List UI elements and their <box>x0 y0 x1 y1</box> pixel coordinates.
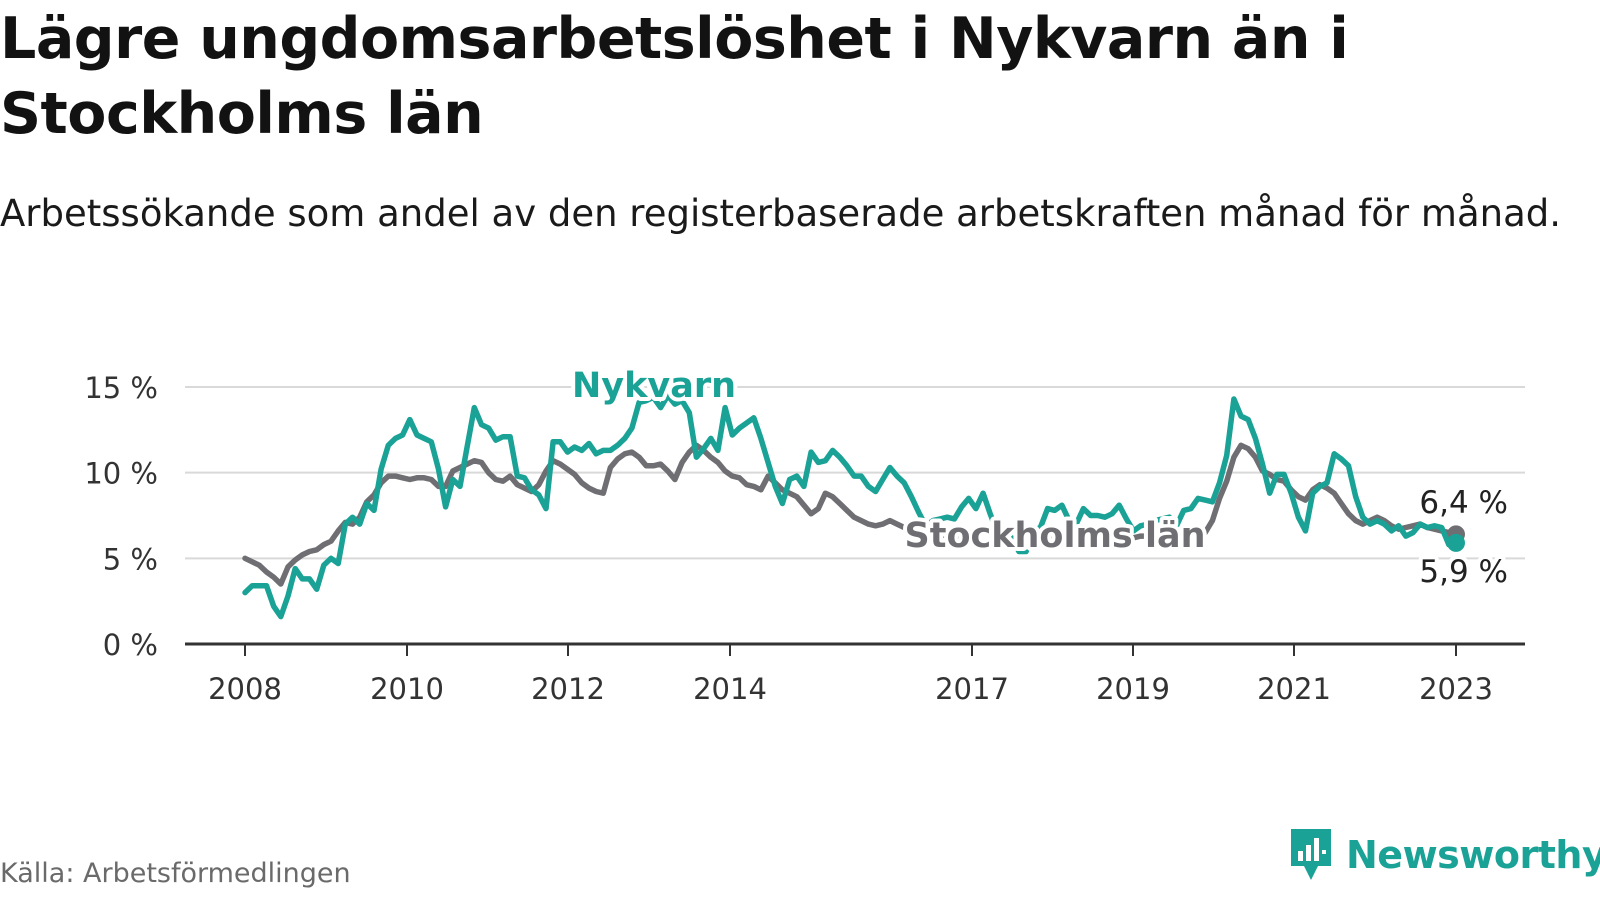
svg-text:5,9 %: 5,9 % <box>1419 554 1508 590</box>
y-axis-ticks: 0 % 5 % 10 % 15 % <box>84 371 158 662</box>
svg-text:Nykvarn: Nykvarn <box>572 366 736 406</box>
x-tick-label: 2010 <box>370 672 444 706</box>
svg-text:6,4 %: 6,4 % <box>1419 485 1508 521</box>
line-chart: 0 %5 %10 %15 % 2008 2010 2012 2014 2017 2019 2… <box>84 362 1525 706</box>
y-tick-label: 0 % <box>103 628 158 662</box>
gridlines <box>185 386 1525 646</box>
svg-text:5,9 %: 5,9 % <box>1419 554 1508 590</box>
y-tick-label: 15 % <box>84 371 158 405</box>
end-point-nykvarn <box>1447 533 1465 552</box>
x-tick-label: 2008 <box>208 672 282 706</box>
svg-text:Stockholms län: Stockholms län <box>905 516 1206 556</box>
series-line-stockholm <box>242 442 1459 587</box>
chart-title: Lägre ungdomsarbetslöshet i Nykvarn än i… <box>0 6 1349 147</box>
x-tick-label: 2017 <box>935 672 1009 706</box>
series-line-nykvarn <box>242 392 1459 620</box>
brand-name: Newsworthy <box>1346 833 1600 877</box>
end-value-stockholm: 6,4 %6,4 % <box>1415 481 1512 525</box>
svg-text:Nykvarn: Nykvarn <box>572 366 736 406</box>
end-value-nykvarn: 5,9 %5,9 % <box>1415 550 1512 594</box>
x-axis-ticks: 2008 2010 2012 2014 2017 2019 2021 2023 <box>208 644 1493 706</box>
newsworthy-logo-icon <box>1291 829 1331 880</box>
svg-text:Stockholms län: Stockholms län <box>905 516 1206 556</box>
x-tick-label: 2019 <box>1096 672 1170 706</box>
x-tick-label: 2023 <box>1419 672 1493 706</box>
y-tick-label: 5 % <box>103 542 158 576</box>
chart-subtitle: Arbetssökande som andel av den registerb… <box>0 192 1561 235</box>
y-tick-label: 10 % <box>84 457 158 491</box>
x-tick-label: 2021 <box>1257 672 1331 706</box>
brand-logo: Newsworthy <box>1288 822 1600 888</box>
source-note: Källa: Arbetsförmedlingen <box>0 858 351 889</box>
series-lines <box>242 392 1465 620</box>
x-tick-label: 2014 <box>693 672 767 706</box>
svg-text:6,4 %: 6,4 % <box>1419 485 1508 521</box>
x-tick-label: 2012 <box>531 672 605 706</box>
